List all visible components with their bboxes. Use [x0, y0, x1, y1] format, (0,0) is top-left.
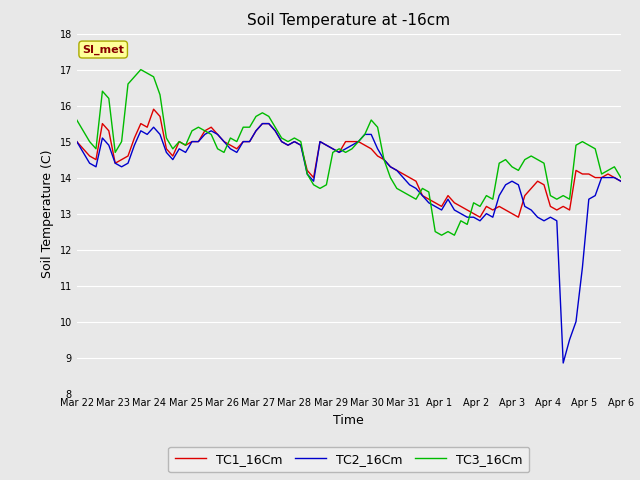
TC2_16Cm — [342, 146, 349, 152]
TC1_16Cm — [150, 107, 157, 112]
TC1_16Cm — [476, 214, 484, 220]
Text: SI_met: SI_met — [82, 44, 124, 55]
TC1_16Cm — [131, 135, 138, 141]
TC3_16Cm — [342, 150, 349, 156]
TC3_16Cm — [617, 175, 625, 180]
TC2_16Cm — [73, 139, 81, 144]
TC1_16Cm — [502, 207, 509, 213]
TC3_16Cm — [73, 117, 81, 123]
Line: TC1_16Cm: TC1_16Cm — [77, 109, 621, 217]
TC1_16Cm — [73, 139, 81, 144]
Y-axis label: Soil Temperature (C): Soil Temperature (C) — [41, 149, 54, 278]
Title: Soil Temperature at -16cm: Soil Temperature at -16cm — [247, 13, 451, 28]
TC2_16Cm — [131, 142, 138, 148]
TC3_16Cm — [131, 74, 138, 80]
TC3_16Cm — [502, 156, 509, 162]
TC1_16Cm — [342, 139, 349, 144]
TC2_16Cm — [495, 192, 503, 199]
Line: TC2_16Cm: TC2_16Cm — [77, 123, 621, 363]
TC1_16Cm — [86, 153, 93, 159]
TC2_16Cm — [617, 178, 625, 184]
TC1_16Cm — [99, 120, 106, 126]
TC1_16Cm — [547, 204, 554, 209]
TC3_16Cm — [137, 67, 145, 72]
TC1_16Cm — [617, 178, 625, 184]
TC3_16Cm — [86, 139, 93, 144]
TC2_16Cm — [99, 135, 106, 141]
TC3_16Cm — [547, 192, 554, 199]
Line: TC3_16Cm: TC3_16Cm — [77, 70, 621, 235]
TC2_16Cm — [559, 360, 567, 366]
TC3_16Cm — [99, 88, 106, 94]
X-axis label: Time: Time — [333, 414, 364, 427]
TC2_16Cm — [540, 218, 548, 224]
Legend: TC1_16Cm, TC2_16Cm, TC3_16Cm: TC1_16Cm, TC2_16Cm, TC3_16Cm — [168, 447, 529, 472]
TC2_16Cm — [259, 120, 266, 126]
TC2_16Cm — [86, 160, 93, 166]
TC3_16Cm — [438, 232, 445, 238]
